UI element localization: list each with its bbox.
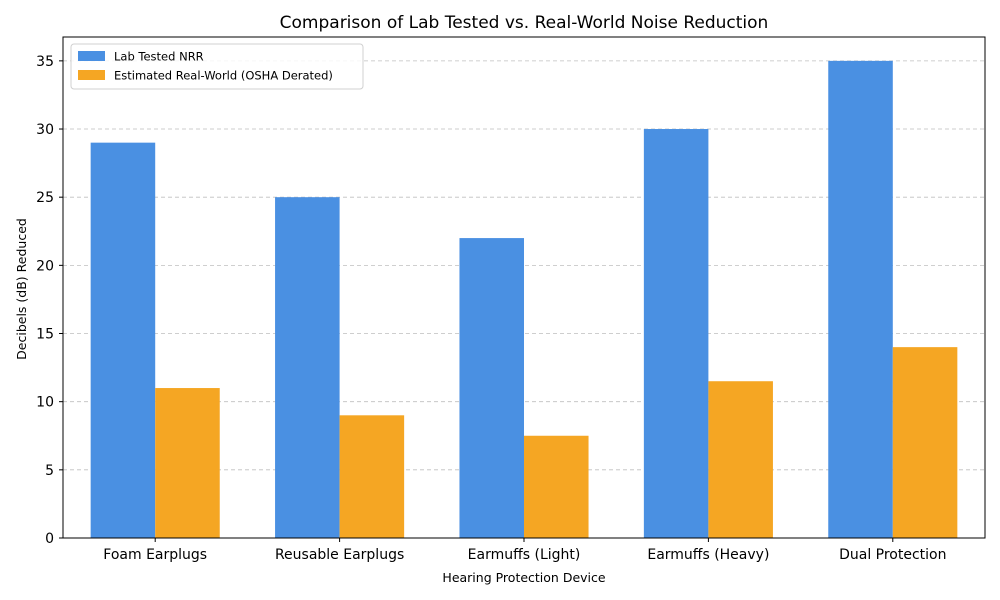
bar-lab-tested [275,197,340,539]
bar-lab-tested [459,238,524,538]
legend-label: Estimated Real-World (OSHA Derated) [114,69,333,83]
legend: Lab Tested NRR Estimated Real-World (OSHA… [70,43,364,90]
legend-swatch [78,70,105,80]
bar-lab-tested [643,129,709,539]
bar-real-world [524,435,589,538]
x-tick-label: Earmuffs (Light) [468,547,581,563]
y-tick-label: 15 [36,327,54,343]
x-tick-label: Earmuffs (Heavy) [647,547,769,563]
y-tick-label: 30 [36,122,54,138]
legend-box [70,43,364,90]
chart-title: Comparison of Lab Tested vs. Real-World … [280,13,769,33]
y-tick-label: 25 [36,190,54,206]
y-axis-label: Decibels (dB) Reduced [14,218,29,360]
y-tick-label: 20 [36,258,54,274]
axes: 0 5 10 15 20 25 30 35 Foam Earplugs Reusable Earp… [36,36,986,563]
x-tick-label: Foam Earplugs [103,547,207,563]
bar-real-world [155,388,220,538]
y-tick-label: 0 [45,531,54,547]
bar-lab-tested [90,142,156,538]
y-tick-label: 35 [36,54,54,70]
x-tick-label: Dual Protection [839,547,946,563]
plot-frame [62,36,986,539]
bar-real-world [708,381,773,538]
bars [90,60,958,539]
bar-lab-tested [828,60,893,538]
legend-swatch [78,51,105,61]
x-axis-label: Hearing Protection Device [442,570,605,585]
x-tick-label: Reusable Earplugs [275,547,404,563]
y-tick-label: 5 [45,463,54,479]
legend-label: Lab Tested NRR [114,50,204,64]
y-tick-label: 10 [36,395,54,411]
bar-real-world [892,347,958,538]
bar-real-world [339,415,405,538]
